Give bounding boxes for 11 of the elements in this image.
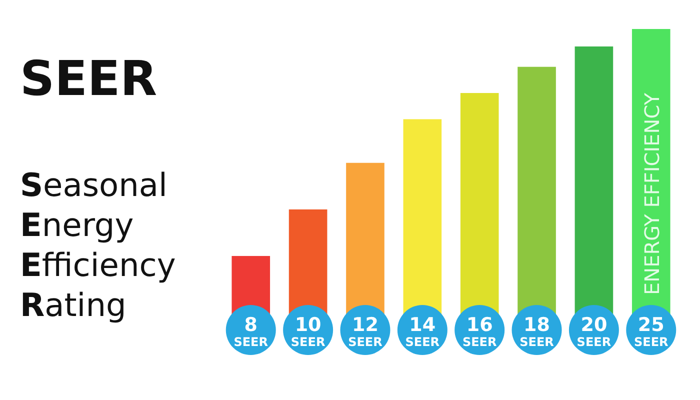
x-tick-label: 16 SEER [462, 314, 497, 349]
text: Seasonal Energy Efficiency Rating [20, 166, 176, 324]
x-tick-label: 14 SEER [405, 314, 440, 349]
x-tick-label: 18 SEER [520, 314, 554, 349]
x-tick-label: 8 SEER [234, 314, 268, 349]
annotation: ENERGY EFFICIENCY [640, 92, 664, 295]
x-tick-label: 20 SEER [576, 314, 612, 349]
x-tick-label: 10 SEER [290, 314, 326, 349]
text: SEER [20, 51, 158, 107]
x-tick-label: 25 SEER [634, 314, 668, 349]
x-tick-label: 12 SEER [348, 314, 382, 349]
